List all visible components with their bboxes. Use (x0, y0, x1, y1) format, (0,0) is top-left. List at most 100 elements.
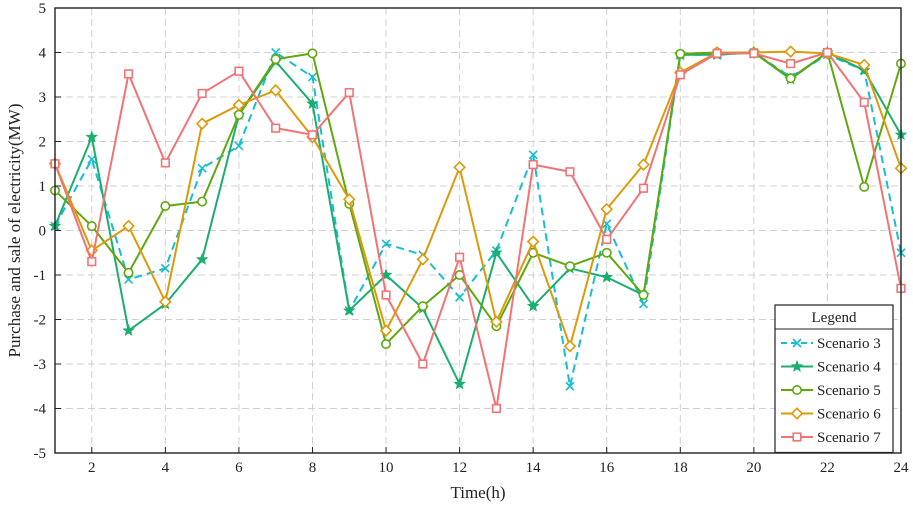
data-point (86, 221, 97, 232)
data-point (87, 257, 97, 267)
x-tick-label: 24 (894, 460, 910, 476)
y-tick-label: 2 (39, 135, 47, 151)
data-point (526, 299, 540, 312)
data-point (233, 109, 244, 120)
data-point (417, 301, 428, 312)
data-point (160, 201, 171, 212)
series-line (54, 51, 902, 345)
data-point (344, 87, 354, 98)
x-tick-label: 10 (379, 460, 394, 476)
y-tick-label: -4 (34, 402, 47, 418)
data-point (675, 48, 686, 59)
data-point (453, 377, 466, 390)
data-point (859, 97, 869, 107)
data-point (491, 403, 501, 414)
series-5 (50, 47, 906, 414)
data-point (490, 315, 503, 329)
data-point (381, 290, 391, 300)
data-point (528, 150, 538, 160)
data-point (602, 234, 612, 245)
data-point (600, 270, 614, 283)
legend-marker (790, 407, 804, 420)
data-point (638, 290, 649, 301)
y-tick-label: -1 (34, 268, 47, 284)
y-tick-label: -2 (34, 313, 47, 329)
y-tick-label: 0 (39, 224, 47, 240)
data-point (822, 47, 833, 58)
data-point (159, 295, 172, 309)
series-group (48, 45, 908, 414)
x-tick-label: 16 (599, 460, 615, 476)
data-point (638, 183, 649, 193)
data-point (528, 160, 538, 170)
data-point (453, 160, 466, 174)
x-tick-label: 8 (309, 460, 317, 476)
data-point (197, 196, 208, 207)
x-axis-title: Time(h) (450, 483, 505, 502)
legend-marker (791, 384, 802, 395)
y-axis-title: Purchase and sale of electricity(MW) (5, 104, 24, 358)
data-point (786, 59, 796, 69)
x-tick-label: 14 (526, 460, 542, 476)
legend-label: Scenario 3 (817, 336, 881, 352)
data-point (195, 117, 209, 131)
data-point (342, 304, 356, 316)
data-point (271, 123, 281, 133)
legend-title: Legend (812, 310, 857, 326)
y-tick-label: 5 (39, 1, 47, 17)
data-point (270, 54, 281, 65)
legend-item: Scenario 7 (781, 430, 881, 446)
data-point (859, 181, 870, 192)
data-point (269, 83, 283, 97)
legend-item: Scenario 5 (781, 383, 881, 399)
x-tick-label: 4 (162, 460, 170, 476)
data-point (526, 235, 540, 248)
legend-items: Scenario 3 Scenario 4 Scenario 5 Scenario 6… (781, 336, 881, 446)
data-point (565, 167, 575, 177)
data-point (307, 48, 318, 59)
y-tick-label: -3 (34, 357, 47, 373)
data-point (601, 247, 612, 258)
series-line (54, 51, 902, 410)
data-point (675, 70, 685, 80)
data-point (122, 324, 135, 336)
data-point (379, 324, 393, 337)
data-point (784, 45, 797, 58)
legend-label: Scenario 5 (817, 383, 881, 399)
data-point (712, 48, 722, 58)
data-point (195, 252, 209, 265)
data-point (416, 253, 430, 266)
data-point (381, 239, 391, 249)
series-3 (49, 47, 906, 349)
legend-label: Scenario 4 (817, 360, 881, 376)
legend-box (774, 304, 894, 454)
x-tick-label: 12 (452, 460, 467, 476)
data-point (381, 338, 392, 349)
data-point (123, 69, 134, 79)
x-tick-label: 18 (673, 460, 688, 476)
legend-marker (792, 432, 802, 442)
legend-item: Scenario 6 (781, 407, 881, 423)
data-point (307, 72, 318, 82)
data-point (455, 292, 465, 302)
data-point (418, 359, 428, 369)
legend-label: Scenario 7 (817, 430, 881, 446)
x-tick-label: 20 (746, 460, 761, 476)
data-point (197, 163, 207, 173)
data-point (565, 381, 575, 391)
data-point (232, 98, 246, 112)
legend-item: Scenario 3 (781, 336, 881, 352)
x-tick-label: 6 (235, 460, 243, 476)
data-point (306, 97, 319, 109)
data-point (455, 252, 465, 262)
data-point (123, 267, 134, 278)
data-point (857, 58, 871, 72)
data-point (490, 246, 503, 259)
data-point (637, 158, 650, 171)
data-point (85, 130, 99, 143)
data-point (122, 219, 135, 233)
y-tick-label: 4 (39, 46, 47, 62)
data-point (342, 193, 356, 206)
data-point (160, 158, 170, 168)
